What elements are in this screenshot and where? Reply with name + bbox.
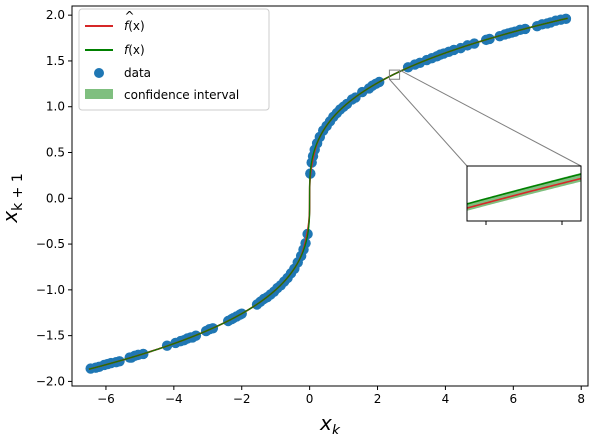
x-axis: −6 −4 −2 0 2 4 6 8 <box>97 386 585 406</box>
legend-fhat-label: f(x) <box>124 19 145 33</box>
y-tick-label: 2.0 <box>46 8 65 22</box>
y-tick-label: 0.5 <box>46 146 65 160</box>
inset-true-function-line <box>467 173 581 205</box>
confidence-band <box>467 172 581 211</box>
x-tick-label: −4 <box>165 392 183 406</box>
connector-line <box>389 78 468 167</box>
true-function-overlay <box>88 17 568 370</box>
y-axis-title: xk + 1 <box>0 173 26 224</box>
inset-frame <box>466 165 582 222</box>
legend-data-swatch <box>94 68 104 78</box>
x-tick-label: 6 <box>509 392 517 406</box>
x-tick-label: −6 <box>97 392 115 406</box>
legend-f-label: f(x) <box>124 43 145 57</box>
y-tick-label: −0.5 <box>36 237 65 251</box>
legend-data-label: data <box>124 66 151 80</box>
x-tick-label: 4 <box>442 392 450 406</box>
y-tick-label: −1.0 <box>36 283 65 297</box>
y-tick-label: 0.0 <box>46 191 65 205</box>
legend-ci-label: confidence interval <box>124 88 239 102</box>
inset-plot-area <box>467 172 581 211</box>
legend-fhat-hat: ^ <box>125 9 135 23</box>
inset-ticks <box>485 221 563 225</box>
inset-connectors <box>388 69 582 167</box>
y-tick-label: 1.5 <box>46 54 65 68</box>
axes-frame <box>71 5 589 387</box>
y-tick-label: −1.5 <box>36 329 65 343</box>
legend-ci-swatch <box>85 89 113 99</box>
x-tick-label: 8 <box>577 392 585 406</box>
inset-axes <box>466 165 582 225</box>
zoom-region-box <box>388 69 401 80</box>
y-tick-label: −2.0 <box>36 374 65 388</box>
x-axis-title: xk <box>319 411 341 434</box>
x-tick-label: 0 <box>306 392 314 406</box>
y-axis: −2.0 −1.5 −1.0 −0.5 0.0 0.5 1.0 1.5 2.0 <box>36 8 72 388</box>
x-tick-label: 2 <box>374 392 382 406</box>
inset-estimated-function-line <box>467 177 581 209</box>
legend-box <box>78 8 270 111</box>
legend: f(x) ^ f(x) data confidence interval <box>78 8 270 111</box>
plot-area <box>85 13 572 374</box>
x-tick-label: −2 <box>233 392 251 406</box>
connector-line <box>399 69 582 167</box>
y-tick-label: 1.0 <box>46 100 65 114</box>
